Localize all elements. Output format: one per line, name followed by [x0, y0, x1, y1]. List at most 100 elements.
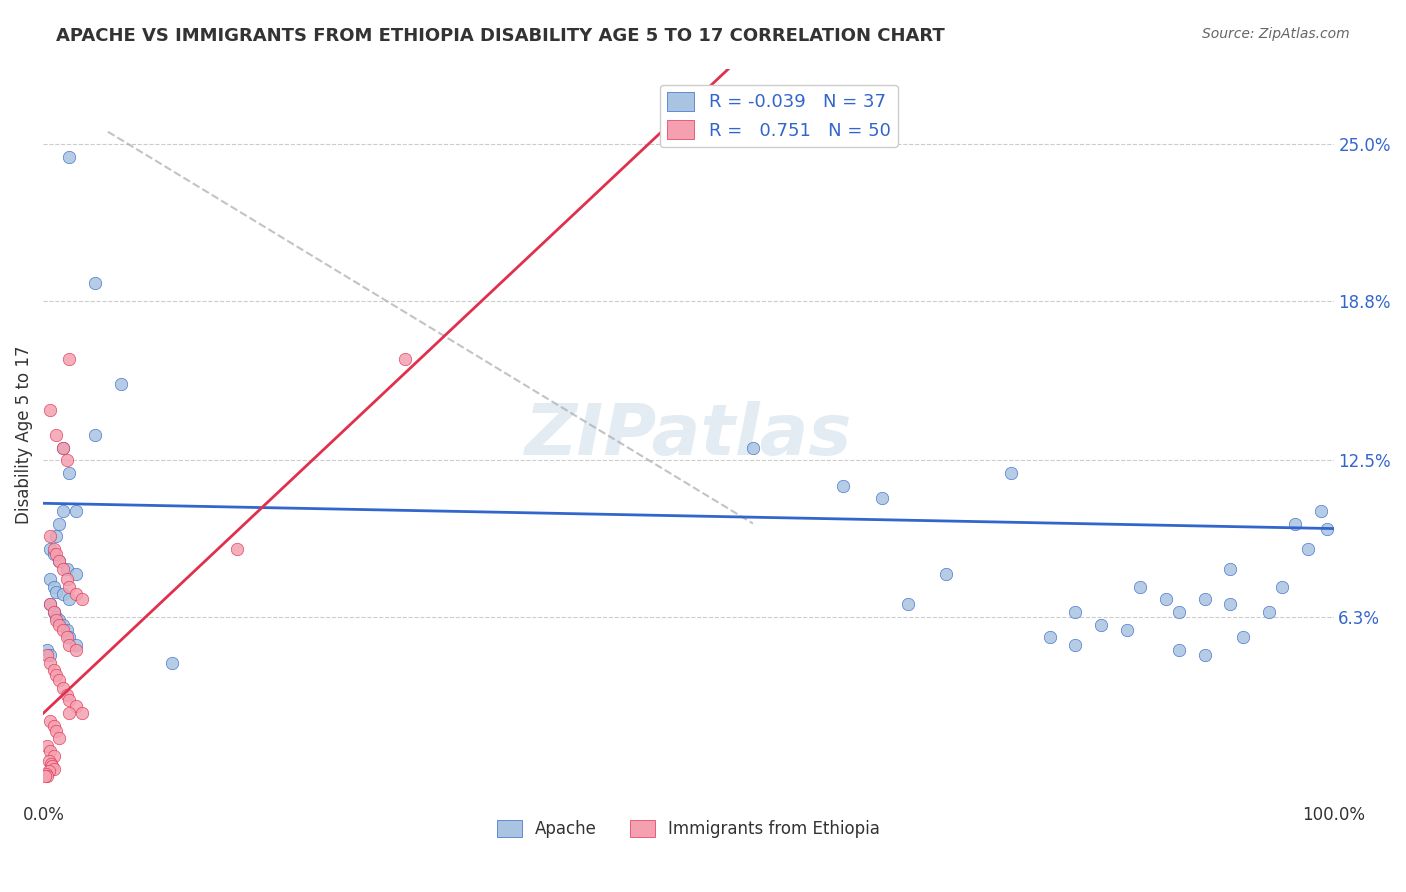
- Point: [65, 643, 87, 657]
- Point: [1194, 648, 1216, 662]
- Point: [1154, 592, 1177, 607]
- Point: [37, 769, 59, 783]
- Point: [45, 723, 67, 738]
- Point: [38, 598, 60, 612]
- Point: [1309, 504, 1331, 518]
- Point: [37, 643, 59, 657]
- Point: [58, 580, 80, 594]
- Point: [1271, 580, 1294, 594]
- Point: [1258, 605, 1281, 619]
- Point: [70, 706, 93, 720]
- Point: [84, 428, 107, 442]
- Point: [39, 756, 62, 771]
- Point: [58, 630, 80, 644]
- Point: [832, 478, 855, 492]
- Point: [48, 554, 70, 568]
- Point: [52, 504, 75, 518]
- Point: [226, 541, 249, 556]
- Point: [45, 668, 67, 682]
- Point: [48, 613, 70, 627]
- Point: [38, 744, 60, 758]
- Point: [70, 592, 93, 607]
- Y-axis label: Disability Age 5 to 17: Disability Age 5 to 17: [15, 346, 32, 524]
- Point: [42, 547, 65, 561]
- Point: [35, 766, 58, 780]
- Point: [38, 598, 60, 612]
- Point: [42, 580, 65, 594]
- Point: [52, 681, 75, 695]
- Legend: Apache, Immigrants from Ethiopia: Apache, Immigrants from Ethiopia: [489, 813, 887, 845]
- Point: [1129, 580, 1152, 594]
- Point: [58, 693, 80, 707]
- Point: [1039, 630, 1062, 644]
- Point: [84, 277, 107, 291]
- Point: [110, 377, 132, 392]
- Point: [1194, 592, 1216, 607]
- Point: [48, 673, 70, 688]
- Point: [42, 663, 65, 677]
- Point: [38, 648, 60, 662]
- Point: [1316, 522, 1339, 536]
- Point: [42, 762, 65, 776]
- Point: [52, 441, 75, 455]
- Point: [1000, 466, 1022, 480]
- Point: [65, 504, 87, 518]
- Point: [55, 453, 77, 467]
- Point: [1284, 516, 1306, 531]
- Point: [37, 739, 59, 753]
- Point: [45, 428, 67, 442]
- Point: [34, 769, 56, 783]
- Point: [1090, 617, 1112, 632]
- Point: [55, 623, 77, 637]
- Point: [48, 516, 70, 531]
- Point: [1167, 643, 1189, 657]
- Point: [37, 648, 59, 662]
- Point: [38, 754, 60, 768]
- Point: [42, 605, 65, 619]
- Point: [41, 759, 63, 773]
- Text: APACHE VS IMMIGRANTS FROM ETHIOPIA DISABILITY AGE 5 TO 17 CORRELATION CHART: APACHE VS IMMIGRANTS FROM ETHIOPIA DISAB…: [56, 27, 945, 45]
- Point: [935, 567, 957, 582]
- Point: [742, 441, 765, 455]
- Point: [55, 689, 77, 703]
- Point: [58, 706, 80, 720]
- Point: [42, 541, 65, 556]
- Point: [38, 714, 60, 728]
- Point: [55, 562, 77, 576]
- Point: [65, 567, 87, 582]
- Point: [65, 638, 87, 652]
- Point: [45, 584, 67, 599]
- Point: [1116, 623, 1139, 637]
- Point: [162, 656, 184, 670]
- Point: [45, 610, 67, 624]
- Point: [52, 441, 75, 455]
- Point: [45, 547, 67, 561]
- Point: [1064, 605, 1087, 619]
- Point: [1232, 630, 1254, 644]
- Point: [55, 572, 77, 586]
- Point: [42, 719, 65, 733]
- Point: [52, 623, 75, 637]
- Point: [38, 572, 60, 586]
- Point: [38, 764, 60, 779]
- Point: [42, 749, 65, 764]
- Point: [58, 592, 80, 607]
- Point: [1064, 638, 1087, 652]
- Point: [1296, 541, 1319, 556]
- Text: ZIPatlas: ZIPatlas: [524, 401, 852, 469]
- Point: [48, 554, 70, 568]
- Point: [394, 352, 416, 367]
- Point: [52, 587, 75, 601]
- Point: [42, 605, 65, 619]
- Point: [58, 638, 80, 652]
- Point: [38, 402, 60, 417]
- Point: [45, 529, 67, 543]
- Point: [52, 562, 75, 576]
- Point: [1167, 605, 1189, 619]
- Point: [58, 466, 80, 480]
- Point: [45, 613, 67, 627]
- Point: [55, 630, 77, 644]
- Point: [48, 731, 70, 746]
- Point: [65, 698, 87, 713]
- Point: [65, 587, 87, 601]
